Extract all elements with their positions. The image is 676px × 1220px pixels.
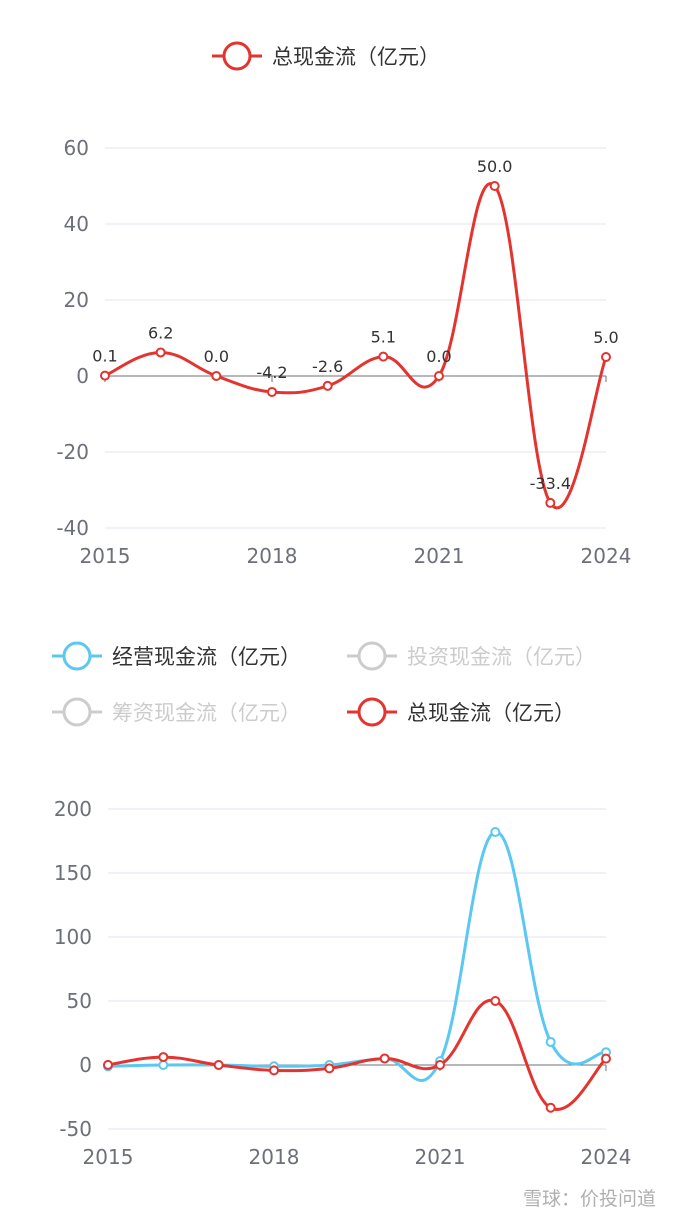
legend-marker-icon [62,641,92,671]
data-point [158,1052,169,1063]
legend-item-0[interactable]: 总现金流（亿元） [212,41,440,71]
data-point [490,996,501,1006]
series-line [104,182,608,509]
data-point [545,1036,556,1047]
data-point [213,1060,224,1070]
data-point [155,347,166,358]
y-tick-label: 20 [64,288,89,312]
data-point [324,1063,335,1074]
x-tick-label: 2015 [80,544,131,568]
data-label: 6.2 [148,323,173,342]
chart-2: 经营现金流（亿元） 投资现金流（亿元） 筹资现金流（亿元） 总现金流（亿元） 200 15… [52,641,632,1169]
data-point [378,351,389,362]
y-tick-label: -40 [56,516,89,540]
data-point [490,827,501,838]
y-tick-label: 0 [76,364,89,388]
legend-label: 总现金流（亿元） [407,701,575,725]
data-label: 0.0 [204,347,229,366]
series-line [107,998,608,1111]
data-point [545,1102,556,1113]
data-label: 50.0 [477,157,513,176]
y-tick-label: -20 [56,440,89,464]
legend-marker-icon [62,697,92,727]
y-tick-label: 40 [64,212,89,236]
y-tick-label: 200 [54,797,92,821]
x-tick-label: 2018 [249,1145,300,1169]
chart-1: 总现金流（亿元） 60 40 20 0 -20 -40 2015 2018 2021 2024 0.1… [56,41,632,568]
series-line [107,830,607,1082]
data-point [601,1053,611,1064]
data-point [489,181,500,191]
y-tick-label: 0 [79,1053,92,1077]
x-tick-label: 2018 [247,544,298,568]
data-point [379,1053,390,1064]
y-tick-label: -50 [59,1117,92,1141]
data-label: 5.1 [371,328,396,347]
data-point [103,1059,113,1070]
data-point [545,497,556,508]
data-label: 0.0 [426,347,451,366]
x-tick-label: 2024 [581,544,632,568]
legend-marker-icon [222,41,252,71]
legend-marker-icon [357,641,387,671]
y-tick-label: 100 [54,925,92,949]
data-point [267,386,277,397]
legend-item-2[interactable]: 筹资现金流（亿元） [52,697,301,727]
x-tick-label: 2015 [83,1145,134,1169]
x-tick-label: 2024 [581,1145,632,1169]
x-tick-label: 2021 [414,544,465,568]
legend-label: 投资现金流（亿元） [407,645,596,669]
data-label: -2.6 [312,357,343,376]
y-tick-label: 50 [67,989,92,1013]
legend-label: 经营现金流（亿元） [112,645,301,669]
data-label: 5.0 [593,328,618,347]
legend-item-3[interactable]: 总现金流（亿元） [347,697,575,727]
data-label: -4.2 [256,363,287,382]
y-tick-label: 60 [64,136,89,160]
data-label: 0.1 [92,347,117,366]
x-tick-label: 2021 [415,1145,466,1169]
data-point [601,352,611,362]
data-point [434,371,444,381]
legend-marker-icon [357,697,387,727]
data-point [211,371,222,381]
data-point [435,1060,445,1070]
legend-item-1[interactable]: 投资现金流（亿元） [347,641,596,671]
legend-item-0[interactable]: 经营现金流（亿元） [52,641,301,671]
legend-label: 总现金流（亿元） [272,45,440,69]
data-label: -33.4 [530,474,571,493]
watermark-text: 雪球：价投问道 [523,1188,656,1210]
data-point [100,370,110,381]
data-point [269,1065,279,1076]
data-point [322,380,333,391]
data-point [158,1060,169,1070]
y-tick-label: 150 [54,861,92,885]
legend-label: 筹资现金流（亿元） [112,701,301,725]
